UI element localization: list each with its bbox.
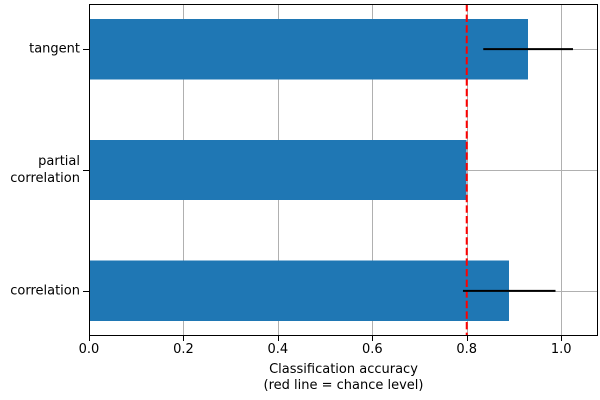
ytick-label-partial-correlation: partial correlation [10,154,80,186]
xtick-label: 0.8 [456,342,478,357]
plot-area [83,4,598,341]
xtick-label: 0.0 [78,342,100,357]
xtick-label: 0.4 [267,342,289,357]
xtick-label: 1.0 [550,342,572,357]
bar-partial-correlation [90,139,467,201]
ytick-label-tangent: tangent [29,41,80,57]
axes-spines [89,4,598,336]
x-axis-label: Classification accuracy (red line = chan… [263,362,424,393]
bar-correlation [90,260,510,322]
xtick-label: 0.2 [173,342,194,357]
ytick-label-correlation: correlation [10,283,80,299]
bar-tangent [90,18,529,80]
xtick-label: 0.6 [361,342,383,357]
